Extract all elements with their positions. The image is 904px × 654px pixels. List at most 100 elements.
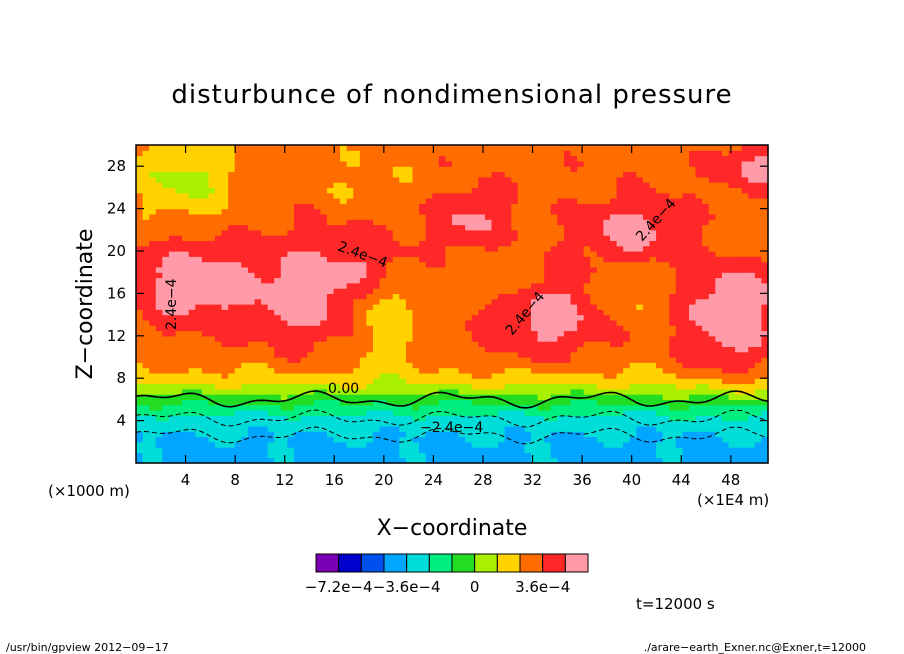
field-cell bbox=[570, 341, 578, 347]
field-cell bbox=[228, 452, 236, 459]
field-cell bbox=[471, 187, 479, 194]
field-cell bbox=[221, 266, 229, 273]
field-cell bbox=[531, 362, 539, 369]
field-cell bbox=[221, 182, 229, 188]
field-cell bbox=[353, 420, 361, 427]
field-cell bbox=[373, 415, 381, 422]
field-cell bbox=[504, 176, 512, 183]
field-cell bbox=[636, 436, 644, 443]
field-cell bbox=[136, 160, 144, 167]
field-cell bbox=[261, 372, 269, 379]
field-cell bbox=[254, 431, 262, 438]
field-cell bbox=[511, 441, 519, 448]
field-cell bbox=[583, 441, 591, 448]
field-cell bbox=[379, 224, 387, 231]
field-cell bbox=[188, 240, 196, 247]
field-cell bbox=[517, 261, 526, 268]
field-cell bbox=[511, 357, 519, 363]
field-cell bbox=[149, 404, 157, 411]
field-cell bbox=[175, 436, 183, 443]
field-cell bbox=[623, 399, 631, 406]
field-cell bbox=[649, 367, 657, 374]
field-cell bbox=[583, 425, 591, 432]
field-cell bbox=[616, 298, 624, 305]
field-cell bbox=[346, 388, 354, 395]
field-cell bbox=[333, 378, 341, 385]
field-cell bbox=[590, 330, 598, 337]
field-cell bbox=[201, 282, 210, 289]
field-cell bbox=[636, 213, 644, 220]
field-cell bbox=[234, 383, 242, 390]
field-cell bbox=[399, 415, 407, 422]
field-cell bbox=[504, 155, 512, 162]
field-cell bbox=[254, 351, 262, 358]
field-cell bbox=[405, 155, 414, 162]
field-cell bbox=[228, 160, 236, 167]
field-cell bbox=[517, 176, 526, 183]
field-cell bbox=[412, 425, 420, 432]
field-cell bbox=[484, 357, 493, 363]
field-cell bbox=[669, 213, 677, 220]
field-cell bbox=[136, 351, 144, 358]
field-cell bbox=[155, 198, 163, 204]
field-cell bbox=[636, 166, 644, 173]
field-cell bbox=[247, 341, 256, 347]
field-cell bbox=[175, 203, 183, 210]
field-cell bbox=[405, 351, 414, 358]
field-cell bbox=[155, 245, 163, 252]
field-cell bbox=[419, 351, 427, 358]
field-cell bbox=[399, 277, 407, 284]
field-cell bbox=[590, 160, 598, 167]
field-cell bbox=[570, 171, 578, 178]
field-cell bbox=[544, 351, 552, 358]
field-cell bbox=[399, 330, 407, 337]
field-cell bbox=[373, 383, 381, 390]
field-cell bbox=[675, 447, 684, 453]
field-cell bbox=[623, 441, 631, 448]
field-cell bbox=[261, 388, 269, 395]
field-cell bbox=[155, 351, 163, 358]
field-cell bbox=[359, 213, 368, 220]
field-cell bbox=[188, 293, 196, 300]
field-cell bbox=[484, 425, 493, 432]
field-cell bbox=[234, 235, 242, 241]
field-cell bbox=[491, 431, 499, 438]
field-cell bbox=[438, 171, 447, 178]
field-cell bbox=[326, 198, 335, 204]
field-cell bbox=[379, 362, 387, 369]
field-cell bbox=[195, 388, 203, 395]
field-cell bbox=[287, 399, 295, 406]
field-cell bbox=[267, 309, 275, 316]
field-cell bbox=[241, 261, 249, 268]
field-cell bbox=[531, 314, 539, 321]
field-cell bbox=[636, 229, 644, 236]
field-cell bbox=[438, 251, 447, 257]
field-cell bbox=[320, 330, 328, 337]
field-cell bbox=[511, 314, 519, 321]
field-cell bbox=[326, 277, 335, 284]
field-cell bbox=[155, 378, 163, 385]
field-cell bbox=[484, 208, 493, 215]
field-cell bbox=[563, 330, 572, 337]
field-cell bbox=[610, 357, 618, 363]
field-cell bbox=[570, 425, 578, 432]
field-cell bbox=[168, 425, 177, 432]
field-cell bbox=[557, 293, 565, 300]
field-cell bbox=[656, 394, 664, 400]
field-cell bbox=[340, 266, 348, 273]
field-cell bbox=[333, 399, 341, 406]
field-cell bbox=[445, 457, 453, 464]
field-cell bbox=[471, 282, 479, 289]
field-cell bbox=[221, 325, 229, 332]
field-cell bbox=[136, 447, 144, 453]
field-cell bbox=[484, 145, 493, 151]
field-cell bbox=[511, 150, 519, 157]
field-cell bbox=[254, 436, 262, 443]
field-cell bbox=[524, 447, 532, 453]
field-cell bbox=[373, 372, 381, 379]
field-cell bbox=[313, 341, 321, 347]
field-cell bbox=[478, 293, 486, 300]
field-cell bbox=[162, 447, 170, 453]
field-cell bbox=[208, 367, 216, 374]
